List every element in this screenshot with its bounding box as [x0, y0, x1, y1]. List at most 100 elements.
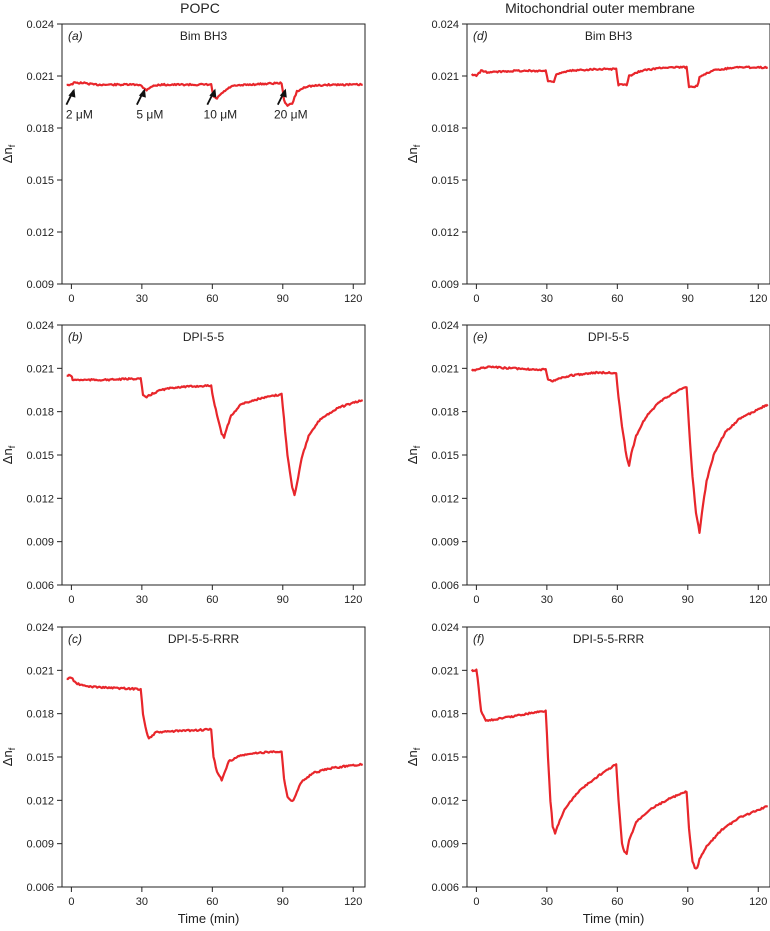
y-tick-label: 0.018 [26, 123, 54, 135]
y-tick-label: 0.021 [26, 71, 54, 83]
x-tick-label: 60 [611, 896, 623, 908]
y-tick-label: 0.024 [26, 622, 54, 634]
x-tick-label: 60 [206, 896, 218, 908]
panel-label: (c) [68, 632, 82, 646]
x-tick-label: 90 [277, 896, 289, 908]
x-tick-label: 30 [136, 293, 148, 305]
x-tick-label: 120 [749, 896, 767, 908]
x-tick-label: 30 [541, 896, 553, 908]
x-tick-label: 90 [682, 594, 694, 606]
panel-b: 0 30 60 90 120 0.006 0.009 0.012 0.015 0.018 0.021… [0, 320, 366, 606]
plot-frame [466, 324, 770, 586]
y-tick-label: 0.012 [26, 795, 54, 807]
x-tick-label: 0 [473, 594, 479, 606]
y-tick-label: 0.009 [26, 537, 54, 549]
y-tick-label: 0.009 [431, 537, 459, 549]
y-tick-label: 0.012 [26, 493, 54, 505]
concentration-label: 5 μM [136, 108, 163, 122]
y-axis-label: Δnf [0, 747, 17, 766]
y-tick-label: 0.009 [26, 839, 54, 851]
x-tick-label: 90 [682, 293, 694, 305]
x-tick-label: 0 [473, 293, 479, 305]
y-tick-label: 0.018 [431, 407, 459, 419]
y-tick-label: 0.024 [26, 19, 54, 31]
panel-title: DPI-5-5 [588, 330, 630, 344]
arrow-head-icon [209, 88, 217, 98]
x-tick-label: 90 [277, 594, 289, 606]
panel-title: Bim BH3 [585, 29, 633, 43]
x-tick-label: 120 [344, 896, 362, 908]
x-tick-label: 90 [682, 896, 694, 908]
y-tick-label: 0.015 [431, 175, 459, 187]
x-tick-label: 120 [749, 293, 767, 305]
x-axis-label: Time (min) [583, 911, 645, 926]
x-tick-label: 120 [344, 293, 362, 305]
plot-frame [466, 626, 770, 888]
y-tick-label: 0.009 [26, 279, 54, 291]
y-tick-label: 0.018 [431, 123, 459, 135]
y-tick-label: 0.015 [26, 752, 54, 764]
x-tick-label: 120 [749, 594, 767, 606]
plot-frame [61, 23, 366, 285]
panel-label: (d) [473, 29, 488, 43]
y-axis-label: Δnf [0, 144, 17, 163]
panel-label: (e) [473, 330, 488, 344]
y-tick-label: 0.024 [431, 622, 459, 634]
y-tick-label: 0.012 [431, 227, 459, 239]
y-tick-label: 0.006 [26, 882, 54, 894]
y-tick-label: 0.024 [431, 19, 459, 31]
x-tick-label: 60 [611, 594, 623, 606]
y-axis-label: Δnf [405, 144, 422, 163]
y-tick-label: 0.006 [431, 882, 459, 894]
x-tick-label: 0 [473, 896, 479, 908]
panel-c: 0 30 60 90 120 0.006 0.009 0.012 0.015 0.018 0.021… [0, 622, 366, 926]
y-tick-label: 0.024 [431, 320, 459, 332]
y-tick-label: 0.018 [431, 709, 459, 721]
x-tick-label: 0 [68, 896, 74, 908]
plot-frame [466, 23, 770, 285]
arrow-head-icon [68, 88, 76, 98]
arrow-head-icon [279, 88, 287, 98]
panel-title: DPI-5-5-RRR [168, 632, 240, 646]
y-tick-label: 0.021 [431, 71, 459, 83]
y-tick-label: 0.015 [431, 450, 459, 462]
y-tick-label: 0.006 [431, 580, 459, 592]
panel-label: (f) [473, 632, 484, 646]
panel-e: 0 30 60 90 120 0.006 0.009 0.012 0.015 0.018 0.021… [405, 320, 770, 606]
series-line [470, 365, 769, 534]
x-tick-label: 0 [68, 293, 74, 305]
panel-a: 0 30 60 90 120 0.009 0.012 0.015 0.018 0.021 0.024… [0, 19, 366, 305]
y-tick-label: 0.018 [26, 407, 54, 419]
plot-frame [61, 324, 366, 586]
x-tick-label: 30 [136, 896, 148, 908]
concentration-label: 2 μM [66, 108, 93, 122]
series-line [66, 676, 364, 803]
panel-f: 0 30 60 90 120 0.006 0.009 0.012 0.015 0.018 0.021… [405, 622, 770, 926]
x-tick-label: 60 [206, 594, 218, 606]
column-title-popc: POPC [180, 0, 220, 16]
y-tick-label: 0.009 [431, 279, 459, 291]
x-tick-label: 60 [206, 293, 218, 305]
x-tick-label: 30 [541, 594, 553, 606]
y-tick-label: 0.021 [431, 363, 459, 375]
x-tick-label: 30 [541, 293, 553, 305]
panel-title: DPI-5-5 [183, 330, 225, 344]
concentration-label: 20 μM [274, 108, 308, 122]
x-tick-label: 90 [277, 293, 289, 305]
y-tick-label: 0.012 [431, 795, 459, 807]
concentration-label: 10 μM [204, 108, 238, 122]
y-tick-label: 0.012 [26, 227, 54, 239]
panel-d: 0 30 60 90 120 0.009 0.012 0.015 0.018 0.021 0.024… [405, 19, 770, 305]
y-axis-label: Δnf [405, 747, 422, 766]
panel-label: (b) [68, 330, 83, 344]
panel-title: Bim BH3 [180, 29, 228, 43]
x-tick-label: 0 [68, 594, 74, 606]
x-tick-label: 120 [344, 594, 362, 606]
y-tick-label: 0.021 [431, 665, 459, 677]
y-tick-label: 0.021 [26, 363, 54, 375]
x-tick-label: 60 [611, 293, 623, 305]
column-title-mom: Mitochondrial outer membrane [505, 0, 695, 16]
y-tick-label: 0.015 [26, 450, 54, 462]
y-tick-label: 0.006 [26, 580, 54, 592]
y-axis-label: Δnf [405, 445, 422, 464]
